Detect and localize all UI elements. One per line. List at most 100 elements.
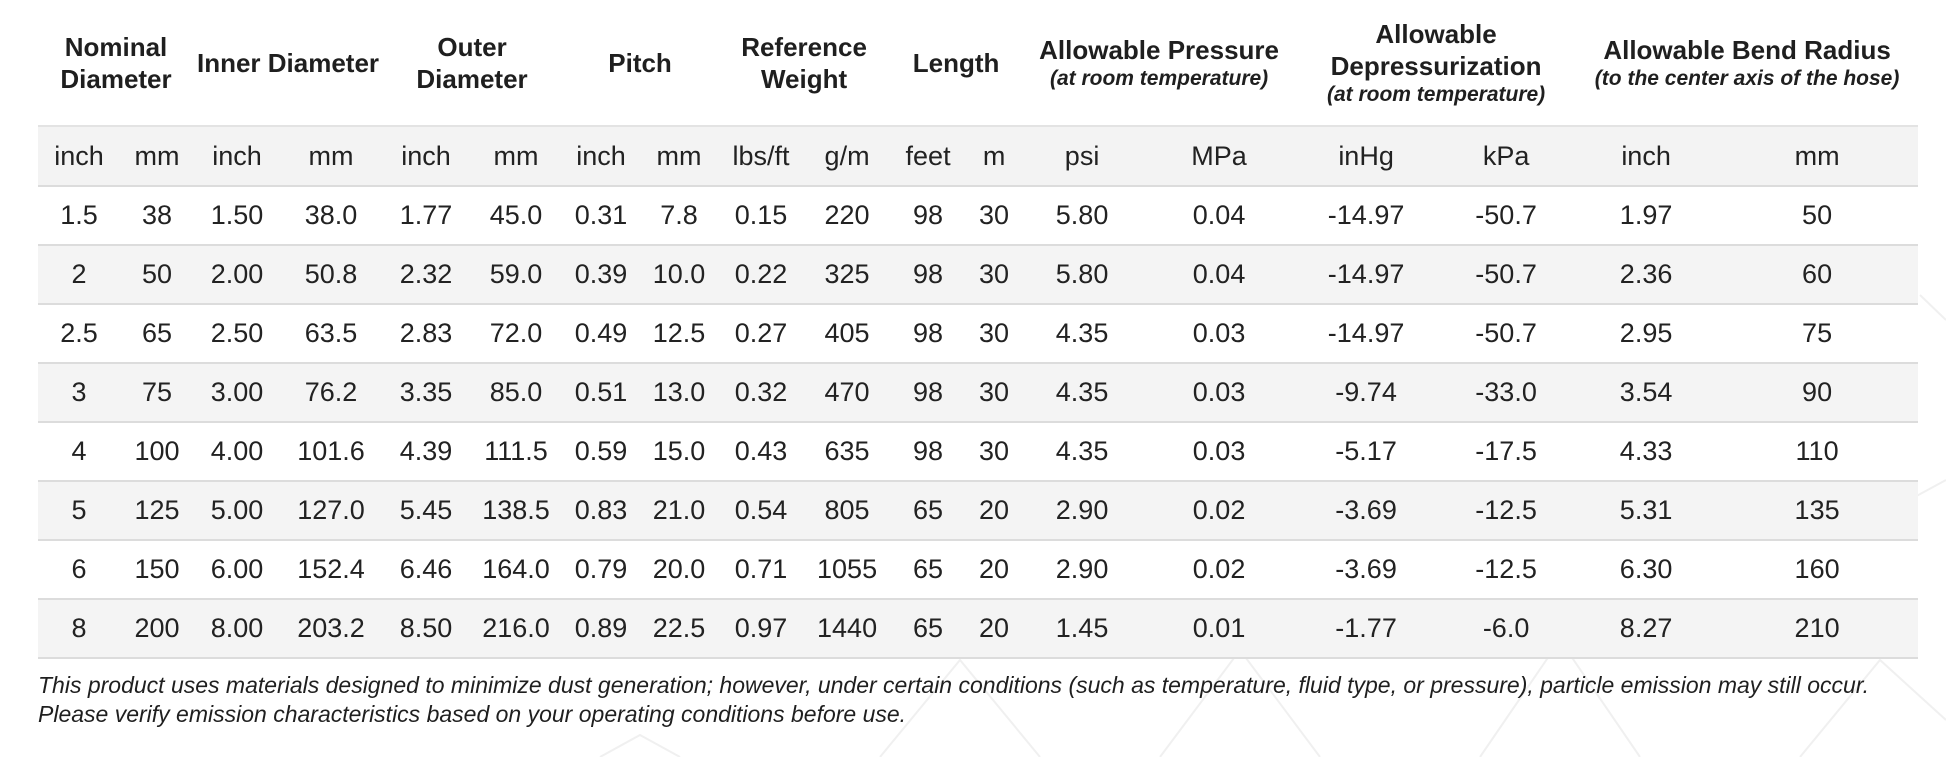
group-header: Inner Diameter bbox=[194, 0, 383, 127]
table-cell: 6.30 bbox=[1576, 540, 1717, 600]
table-cell: 30 bbox=[966, 363, 1023, 423]
table-cell: 1.77 bbox=[382, 186, 471, 246]
table-cell: 50.8 bbox=[280, 245, 383, 305]
table-cell: 6.00 bbox=[194, 540, 281, 600]
group-header: Reference Weight bbox=[718, 0, 891, 127]
table-cell: 2.5 bbox=[38, 304, 120, 364]
table-cell: 5.45 bbox=[382, 481, 471, 541]
table-cell: 0.32 bbox=[718, 363, 805, 423]
table-cell: 0.71 bbox=[718, 540, 805, 600]
table-cell: 203.2 bbox=[280, 599, 383, 659]
table-cell: 75 bbox=[120, 363, 195, 423]
table-cell: 0.22 bbox=[718, 245, 805, 305]
table-cell: 152.4 bbox=[280, 540, 383, 600]
table-cell: 0.83 bbox=[562, 481, 641, 541]
group-header-label: Reference Weight bbox=[741, 31, 867, 94]
table-cell: 8.00 bbox=[194, 599, 281, 659]
table-cell: -6.0 bbox=[1436, 599, 1577, 659]
table-cell: 90 bbox=[1716, 363, 1919, 423]
unit-header: kPa bbox=[1436, 126, 1577, 187]
table-cell: 4.33 bbox=[1576, 422, 1717, 482]
unit-header-row: inch mm inch mm inch mm inch mm lbs/ft g/m feet m ps… bbox=[38, 126, 1919, 187]
table-cell: 325 bbox=[804, 245, 891, 305]
table-row: 5 125 5.00 127.0 5.45 138.5 0.83 21.0 0.54 805 65 2… bbox=[38, 481, 1919, 541]
table-cell: 4.35 bbox=[1022, 304, 1143, 364]
unit-header: lbs/ft bbox=[718, 126, 805, 187]
table-cell: 135 bbox=[1716, 481, 1919, 541]
table-cell: 20 bbox=[966, 540, 1023, 600]
group-header-row: Nominal Diameter Inner Diameter Outer Diam… bbox=[38, 0, 1919, 127]
table-cell: 635 bbox=[804, 422, 891, 482]
table-cell: 2.50 bbox=[194, 304, 281, 364]
table-cell: -5.17 bbox=[1296, 422, 1437, 482]
table-body: 1.5 38 1.50 38.0 1.77 45.0 0.31 7.8 0.15 220 98 30 5… bbox=[38, 186, 1919, 659]
table-cell: 220 bbox=[804, 186, 891, 246]
table-cell: 0.02 bbox=[1142, 540, 1297, 600]
unit-header: g/m bbox=[804, 126, 891, 187]
table-row: 3 75 3.00 76.2 3.35 85.0 0.51 13.0 0.32 470 98 30 4.… bbox=[38, 363, 1919, 423]
unit-header: inHg bbox=[1296, 126, 1437, 187]
table-row: 2 50 2.00 50.8 2.32 59.0 0.39 10.0 0.22 325 98 30 5.… bbox=[38, 245, 1919, 305]
table-row: 4 100 4.00 101.6 4.39 111.5 0.59 15.0 0.43 635 98 3… bbox=[38, 422, 1919, 482]
table-cell: -14.97 bbox=[1296, 304, 1437, 364]
group-header: Allowable Depressurization (at room tempe… bbox=[1296, 0, 1577, 127]
table-cell: -14.97 bbox=[1296, 186, 1437, 246]
table-cell: 13.0 bbox=[640, 363, 719, 423]
table-cell: 20.0 bbox=[640, 540, 719, 600]
unit-header: inch bbox=[562, 126, 641, 187]
table-cell: 4 bbox=[38, 422, 120, 482]
table-cell: 2.32 bbox=[382, 245, 471, 305]
table-row: 2.5 65 2.50 63.5 2.83 72.0 0.49 12.5 0.27 405 98 30… bbox=[38, 304, 1919, 364]
table-cell: 15.0 bbox=[640, 422, 719, 482]
table-cell: 0.49 bbox=[562, 304, 641, 364]
table-cell: 65 bbox=[890, 540, 967, 600]
table-cell: -3.69 bbox=[1296, 481, 1437, 541]
table-cell: 4.39 bbox=[382, 422, 471, 482]
table-cell: 50 bbox=[120, 245, 195, 305]
group-header: Allowable Pressure (at room temperature) bbox=[1022, 0, 1297, 127]
group-header-label: Inner Diameter bbox=[196, 47, 380, 78]
table-cell: 2 bbox=[38, 245, 120, 305]
table-cell: 12.5 bbox=[640, 304, 719, 364]
table-cell: 5.80 bbox=[1022, 186, 1143, 246]
table-cell: 0.54 bbox=[718, 481, 805, 541]
table-cell: 5 bbox=[38, 481, 120, 541]
group-header-label: Length bbox=[912, 47, 1000, 78]
table-cell: 2.90 bbox=[1022, 481, 1143, 541]
table-cell: 8.27 bbox=[1576, 599, 1717, 659]
table-cell: 8.50 bbox=[382, 599, 471, 659]
group-header-label: Pitch bbox=[608, 47, 672, 78]
table-cell: 5.80 bbox=[1022, 245, 1143, 305]
table-cell: 3.54 bbox=[1576, 363, 1717, 423]
table-cell: 0.31 bbox=[562, 186, 641, 246]
unit-header: inch bbox=[382, 126, 471, 187]
table-cell: 10.0 bbox=[640, 245, 719, 305]
table-cell: 65 bbox=[890, 599, 967, 659]
table-cell: -33.0 bbox=[1436, 363, 1577, 423]
table-cell: 98 bbox=[890, 245, 967, 305]
table-row: 1.5 38 1.50 38.0 1.77 45.0 0.31 7.8 0.15 220 98 30 5… bbox=[38, 186, 1919, 246]
group-header: Nominal Diameter bbox=[38, 0, 195, 127]
table-cell: 30 bbox=[966, 304, 1023, 364]
table-cell: 38.0 bbox=[280, 186, 383, 246]
table-cell: 59.0 bbox=[470, 245, 563, 305]
unit-header: mm bbox=[120, 126, 195, 187]
unit-header: MPa bbox=[1142, 126, 1297, 187]
table-cell: -9.74 bbox=[1296, 363, 1437, 423]
group-header-label: Outer Diameter bbox=[416, 31, 528, 94]
group-header: Pitch bbox=[562, 0, 719, 127]
table-cell: 100 bbox=[120, 422, 195, 482]
table-cell: -14.97 bbox=[1296, 245, 1437, 305]
unit-header: mm bbox=[280, 126, 383, 187]
spec-table-container: Nominal Diameter Inner Diameter Outer Diam… bbox=[38, 0, 1919, 729]
table-cell: -3.69 bbox=[1296, 540, 1437, 600]
unit-header: mm bbox=[1716, 126, 1919, 187]
table-cell: 0.01 bbox=[1142, 599, 1297, 659]
table-cell: 4.35 bbox=[1022, 422, 1143, 482]
table-cell: 30 bbox=[966, 422, 1023, 482]
table-cell: 98 bbox=[890, 186, 967, 246]
table-cell: -12.5 bbox=[1436, 481, 1577, 541]
spec-table: Nominal Diameter Inner Diameter Outer Diam… bbox=[38, 0, 1919, 659]
table-cell: 1440 bbox=[804, 599, 891, 659]
table-cell: 200 bbox=[120, 599, 195, 659]
